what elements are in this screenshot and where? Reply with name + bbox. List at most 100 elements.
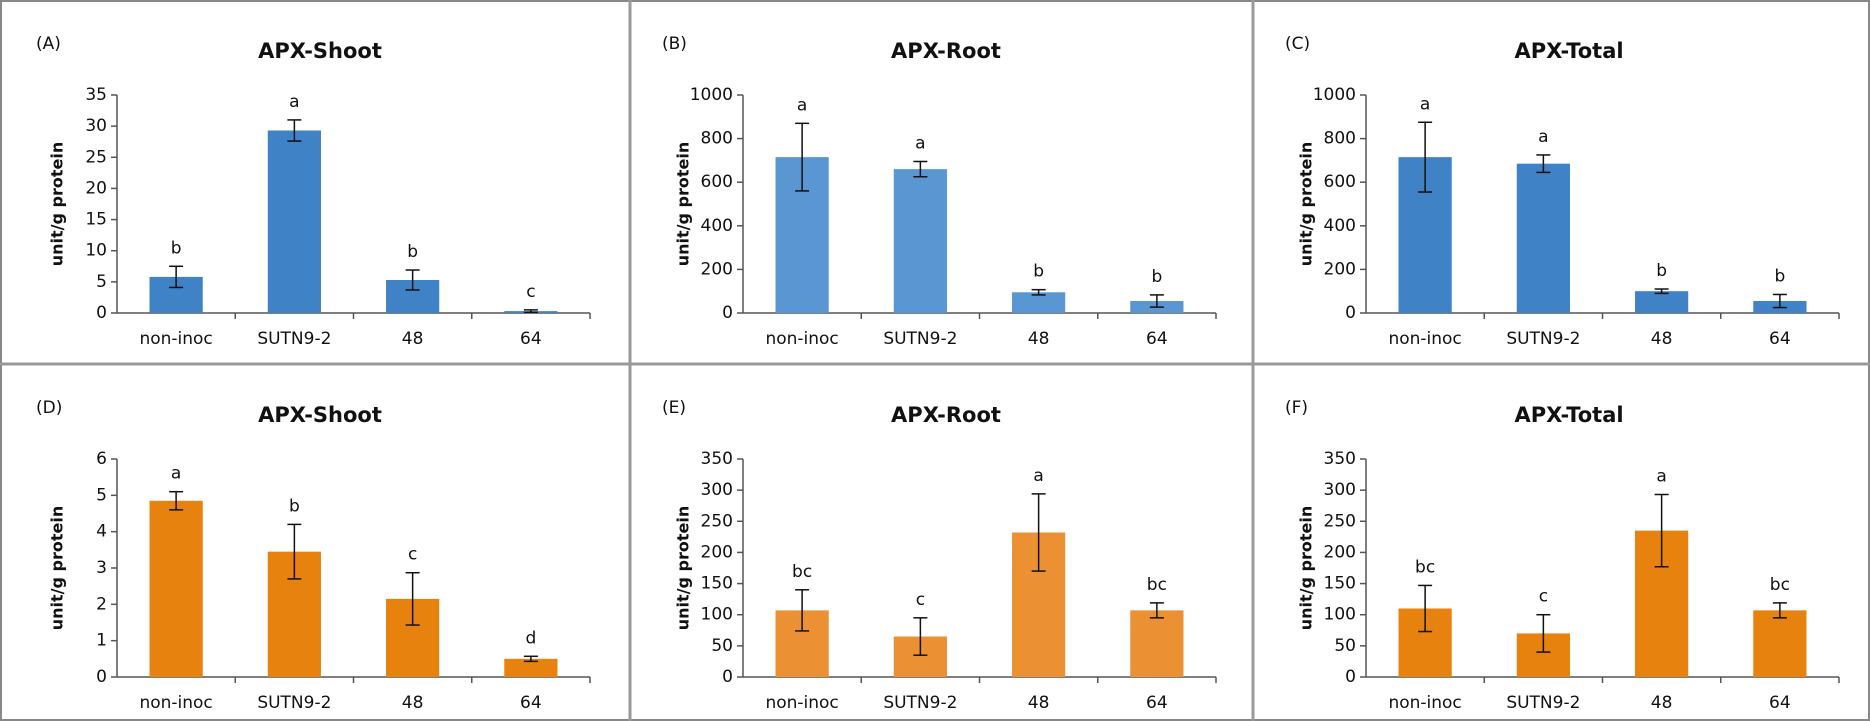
chart-title: APX-Root <box>891 39 1001 63</box>
y-tick-label: 1000 <box>690 85 733 105</box>
panel-label: (F) <box>1285 398 1308 418</box>
bar <box>268 131 321 313</box>
panel-label: (A) <box>36 34 61 54</box>
y-tick-label: 6 <box>96 449 107 469</box>
x-tick-label: non-inoc <box>765 693 838 713</box>
y-tick-label: 600 <box>1324 172 1356 192</box>
y-tick-label: 30 <box>85 116 107 136</box>
x-tick-label: 64 <box>520 693 542 713</box>
y-tick-label: 150 <box>701 574 733 594</box>
significance-letter: b <box>407 242 418 262</box>
significance-letter: a <box>289 92 299 112</box>
x-tick-label: 64 <box>1146 329 1168 349</box>
y-tick-label: 4 <box>96 522 107 542</box>
x-tick-label: 64 <box>1146 693 1168 713</box>
significance-letter: bc <box>792 562 812 582</box>
significance-letter: a <box>1033 466 1043 486</box>
x-tick-label: SUTN9-2 <box>1506 329 1580 349</box>
y-tick-label: 5 <box>96 272 107 292</box>
bar <box>1517 164 1570 313</box>
significance-letter: b <box>1656 261 1667 281</box>
y-tick-label: 25 <box>85 147 107 167</box>
x-tick-label: 48 <box>402 329 424 349</box>
y-tick-label: 15 <box>85 210 107 230</box>
chart-title: APX-Total <box>1514 403 1623 427</box>
bar <box>1753 610 1806 677</box>
y-tick-label: 800 <box>701 129 733 149</box>
y-tick-label: 50 <box>1334 636 1356 656</box>
x-tick-label: 64 <box>1769 329 1791 349</box>
significance-letter: bc <box>1147 575 1167 595</box>
x-tick-label: non-inoc <box>1388 693 1461 713</box>
x-tick-label: SUTN9-2 <box>257 693 331 713</box>
page: (A)APX-Shootunit/g protein05101520253035… <box>0 0 1870 721</box>
x-tick-label: SUTN9-2 <box>257 329 331 349</box>
y-tick-label: 3 <box>96 558 107 578</box>
significance-letter: bc <box>1415 557 1435 577</box>
significance-letter: c <box>1539 587 1548 607</box>
y-tick-label: 200 <box>1324 259 1356 279</box>
significance-letter: b <box>1774 266 1785 286</box>
y-tick-label: 800 <box>1324 129 1356 149</box>
significance-letter: c <box>526 282 535 302</box>
x-tick-label: 48 <box>1028 693 1050 713</box>
significance-letter: a <box>915 133 925 153</box>
y-tick-label: 0 <box>1345 667 1356 687</box>
y-tick-label: 300 <box>701 480 733 500</box>
panel-label: (D) <box>36 398 62 418</box>
chart-title: APX-Total <box>1514 39 1623 63</box>
bar <box>894 169 947 313</box>
significance-letter: a <box>1538 127 1548 147</box>
significance-letter: b <box>289 496 300 516</box>
y-tick-label: 250 <box>701 511 733 531</box>
y-tick-label: 1 <box>96 631 107 651</box>
significance-letter: c <box>408 545 417 565</box>
chart-title: APX-Shoot <box>258 403 382 427</box>
significance-letter: d <box>525 628 536 648</box>
significance-letter: b <box>1033 262 1044 282</box>
y-tick-label: 35 <box>85 85 107 105</box>
y-tick-label: 300 <box>1324 480 1356 500</box>
y-tick-label: 0 <box>96 303 107 323</box>
significance-letter: a <box>1420 94 1430 114</box>
y-tick-label: 2 <box>96 594 107 614</box>
y-axis-label: unit/g protein <box>1297 506 1316 631</box>
y-tick-label: 350 <box>701 449 733 469</box>
x-tick-label: 48 <box>1028 329 1050 349</box>
y-axis-label: unit/g protein <box>674 142 693 267</box>
bar <box>150 501 203 677</box>
y-axis-label: unit/g protein <box>48 506 67 631</box>
y-tick-label: 50 <box>711 636 733 656</box>
bar <box>1130 610 1183 677</box>
y-tick-label: 0 <box>722 667 733 687</box>
x-tick-label: SUTN9-2 <box>883 693 957 713</box>
y-tick-label: 200 <box>701 542 733 562</box>
y-tick-label: 100 <box>1324 605 1356 625</box>
chart-title: APX-Shoot <box>258 39 382 63</box>
figure: (A)APX-Shootunit/g protein05101520253035… <box>0 0 1870 721</box>
x-tick-label: non-inoc <box>765 329 838 349</box>
x-tick-label: 48 <box>402 693 424 713</box>
x-tick-label: 48 <box>1651 693 1673 713</box>
significance-letter: a <box>171 464 181 484</box>
y-axis-label: unit/g protein <box>674 506 693 631</box>
y-tick-label: 200 <box>1324 542 1356 562</box>
panel-label: (B) <box>662 34 687 54</box>
x-tick-label: non-inoc <box>139 329 212 349</box>
y-tick-label: 10 <box>85 241 107 261</box>
significance-letter: c <box>916 590 925 610</box>
y-tick-label: 250 <box>1324 511 1356 531</box>
y-tick-label: 350 <box>1324 449 1356 469</box>
significance-letter: bc <box>1770 575 1790 595</box>
y-tick-label: 200 <box>701 259 733 279</box>
significance-letter: a <box>1656 467 1666 487</box>
y-tick-label: 1000 <box>1313 85 1356 105</box>
x-tick-label: 48 <box>1651 329 1673 349</box>
x-tick-label: SUTN9-2 <box>1506 693 1580 713</box>
y-tick-label: 400 <box>1324 216 1356 236</box>
y-tick-label: 0 <box>1345 303 1356 323</box>
panel-label: (E) <box>662 398 686 418</box>
y-tick-label: 20 <box>85 178 107 198</box>
chart-title: APX-Root <box>891 403 1001 427</box>
panel-label: (C) <box>1285 34 1310 54</box>
